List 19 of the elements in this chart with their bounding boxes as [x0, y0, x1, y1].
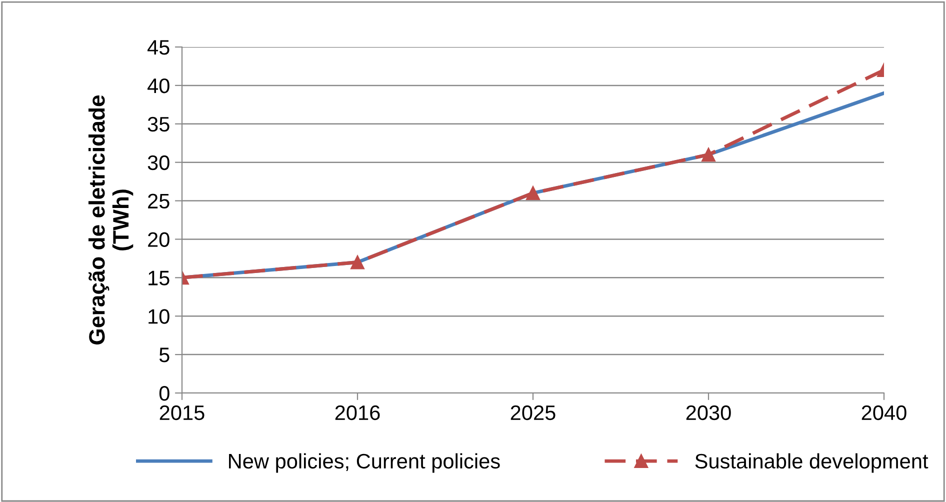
y-tick-label: 0 [159, 386, 170, 401]
x-tick-label: 2040 [862, 405, 906, 420]
y-tick-label: 45 [148, 40, 170, 55]
y-tick-label: 35 [148, 116, 170, 132]
y-tick-label: 15 [148, 270, 170, 286]
legend-label: Sustainable development [695, 453, 928, 473]
y-tick-label: 30 [148, 155, 170, 170]
legend-label: New policies; Current policies [229, 453, 500, 473]
y-tick-label: 5 [159, 348, 170, 362]
y-tick-label: 10 [148, 309, 170, 324]
x-tick-label: 2025 [510, 405, 556, 420]
y-tick-label: 25 [148, 194, 170, 209]
point [526, 186, 540, 200]
y-axis-title: Geração de eletricidade (TWh) [88, 95, 134, 344]
y-tick-label: 20 [148, 232, 170, 247]
x-tick-label: 2030 [686, 405, 731, 420]
y-tick-label: 40 [148, 78, 170, 94]
x-tick-label: 2016 [335, 405, 380, 420]
x-tick-label: 2015 [160, 405, 204, 420]
